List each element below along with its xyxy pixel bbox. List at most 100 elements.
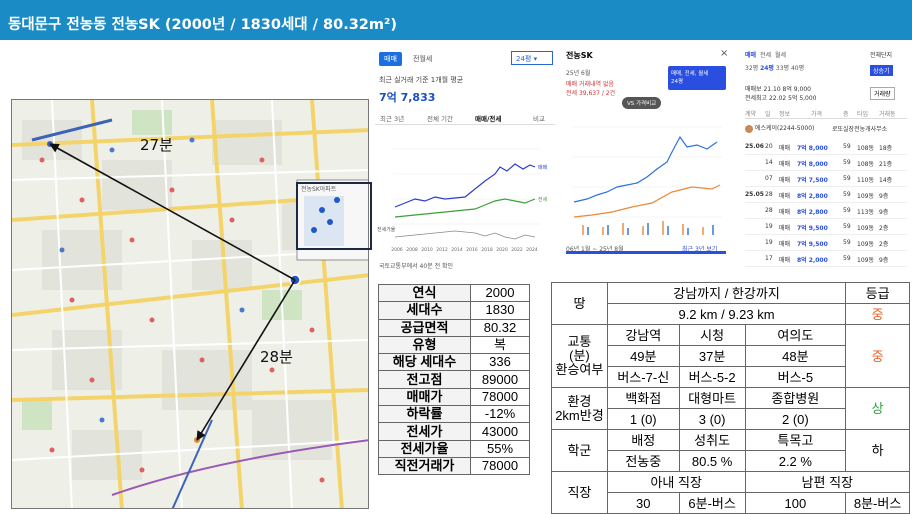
tab-rent[interactable]: 전월세 — [413, 55, 433, 63]
size-option[interactable]: 40평 — [790, 65, 805, 72]
trade-day: 20 — [765, 143, 773, 150]
agent-name-2: 로또실장전농개사무소 — [832, 126, 888, 133]
x-tick: 2014 — [451, 247, 463, 253]
trade-row[interactable]: 25.06 20 매매 7억 8,000 59 108동 18층 — [745, 139, 907, 155]
trade-dong: 14층 — [879, 177, 893, 184]
trade-floor: 59 — [843, 143, 851, 150]
job-val: 30 — [606, 492, 680, 514]
env-val: 2 (0) — [744, 408, 847, 430]
school-label: 학군 — [551, 429, 608, 472]
trade-size: 109동 — [857, 257, 874, 264]
trade-size: 108동 — [857, 145, 874, 152]
stats-key: 유형 — [378, 335, 471, 355]
size-select-label: 24평 — [516, 55, 532, 63]
page-title: 동대문구 전농동 전농SK (2000년 / 1830세대 / 80.32m²) — [0, 0, 912, 40]
price-footnote: 국토교통부에서 40분 전 확인 — [379, 263, 454, 270]
tab-buy-rent[interactable]: 매매/전세 — [475, 115, 502, 123]
filter-badge-line2: 24평 — [671, 79, 684, 85]
trade-price: 8억 2,000 — [797, 257, 828, 264]
trade-row[interactable]: 28 매매 8억 2,800 59 113동 9층 — [745, 203, 907, 219]
land-value: 9.2 km / 9.23 km — [606, 303, 847, 325]
transfer-val: 버스-7-신 — [606, 366, 680, 388]
school-head: 특목고 — [744, 429, 847, 451]
trade-price: 8억 2,800 — [797, 193, 828, 200]
tab-all-period[interactable]: 전체 기간 — [427, 115, 453, 123]
col-header: 계약 — [745, 111, 757, 118]
commute-time-top: 27분 — [140, 136, 173, 154]
tab-recent-3y[interactable]: 최근 3년 — [380, 115, 405, 123]
size-select[interactable]: 24평 ▾ — [511, 51, 553, 65]
trade-row[interactable]: 19 매매 7억 9,500 59 109동 2층 — [745, 235, 907, 251]
stats-value: 1830 — [470, 301, 530, 320]
stats-value: 55% — [470, 439, 530, 458]
stats-key: 전세가율 — [378, 439, 471, 458]
tab-compare[interactable]: 비교 — [533, 115, 545, 123]
trade-dong: 9층 — [879, 209, 889, 216]
trade-size: 113동 — [857, 209, 874, 216]
school-val: 80.5 % — [678, 450, 746, 472]
x-tick: 2018 — [481, 247, 493, 253]
trade-summary-2: 전세최고 22.02 5억 5,000 — [745, 95, 817, 102]
traffic-label: 교통 (분) 환승여부 — [551, 324, 608, 388]
env-val: 1 (0) — [606, 408, 680, 430]
stats-value: 78000 — [470, 387, 530, 407]
col-header: 거래동 — [879, 111, 896, 118]
trade-tab-jeonse[interactable]: 전세 — [760, 52, 772, 59]
trade-dong: 18층 — [879, 145, 893, 152]
school-grade: 하 — [845, 429, 910, 472]
stats-key: 연식 — [378, 283, 471, 303]
trade-type: 매매 — [779, 145, 791, 152]
map-view[interactable]: 27분 28분 전농SK아파트 — [11, 99, 369, 509]
volume-button[interactable]: 거래량 — [870, 87, 895, 100]
complex-filter[interactable]: 전체단지 — [870, 52, 893, 59]
trade-dong: 21층 — [879, 161, 893, 168]
school-head: 배정 — [606, 429, 680, 451]
close-icon[interactable]: × — [720, 48, 729, 59]
agent-row: 에스케이(2244-5000) — [745, 123, 814, 133]
trade-floor: 59 — [843, 255, 851, 262]
rent-rate-label: 전세가율 — [377, 226, 396, 233]
stats-value: -12% — [470, 405, 530, 424]
size-option[interactable]: 33평 — [775, 65, 790, 72]
tab-buy[interactable]: 매매 — [379, 52, 402, 66]
compare-button[interactable]: VS 가격비교 — [622, 97, 662, 109]
trade-day: 19 — [765, 223, 773, 230]
school-val: 2.2 % — [744, 450, 847, 472]
trade-dong: 2층 — [879, 225, 889, 232]
trade-type: 매매 — [779, 177, 791, 184]
trade-type: 매매 — [779, 257, 791, 264]
filter-badge[interactable]: 매매, 전세, 월세 24평 — [668, 66, 726, 90]
x-tick: 2006 — [391, 247, 403, 253]
trade-floor: 59 — [843, 239, 851, 246]
agent-name: 에스케이(2244-5000) — [754, 125, 815, 132]
size-option[interactable]: 32평 — [745, 65, 759, 72]
transfer-val: 버스-5 — [744, 366, 847, 388]
series-buy-label: 매매 — [538, 164, 548, 171]
trade-day: 28 — [765, 191, 773, 198]
traffic-val: 49분 — [606, 345, 680, 367]
trade-panel: 매매 전세 월세 전체단지 32평 24평 33평 40평 상승기 매매보 21… — [742, 47, 910, 273]
trend-button[interactable]: 상승기 — [870, 65, 893, 76]
trade-row[interactable]: 19 매매 7억 9,500 59 109동 2층 — [745, 219, 907, 235]
stats-value: 89000 — [470, 370, 530, 389]
trade-row[interactable]: 25.05 28 매매 8억 2,800 59 109동 9층 — [745, 187, 907, 203]
trade-tab-buy[interactable]: 매매 — [745, 52, 757, 59]
stats-value: 80.32 — [470, 318, 530, 337]
col-header: 층 — [843, 111, 849, 118]
avatar — [745, 124, 753, 133]
x-tick: 2020 — [496, 247, 508, 253]
x-tick: 2012 — [436, 247, 448, 253]
trade-tab-wolse[interactable]: 월세 — [775, 52, 787, 59]
traffic-label-text: 교통 (분) — [567, 334, 592, 363]
env-grade: 상 — [845, 387, 910, 430]
evaluation-table: 땅 강남까지 / 한강까지 등급 9.2 km / 9.23 km 중 교통 (… — [551, 282, 911, 514]
trade-row[interactable]: 14 매매 7억 8,000 59 108동 21층 — [745, 155, 907, 171]
stats-key: 공급면적 — [378, 318, 471, 337]
job-val: 8분-버스 — [845, 492, 910, 514]
trade-row[interactable]: 17 매매 8억 2,000 59 109동 9층 — [745, 251, 907, 267]
trade-row[interactable]: 07 매매 7억 7,500 59 110동 14층 — [745, 171, 907, 187]
size-option[interactable]: 24평 — [760, 65, 774, 72]
recent-3y-link[interactable]: 최근 3년 보기 — [682, 246, 718, 253]
range-slider[interactable] — [566, 251, 726, 254]
trade-month: 25.05 — [745, 191, 764, 198]
